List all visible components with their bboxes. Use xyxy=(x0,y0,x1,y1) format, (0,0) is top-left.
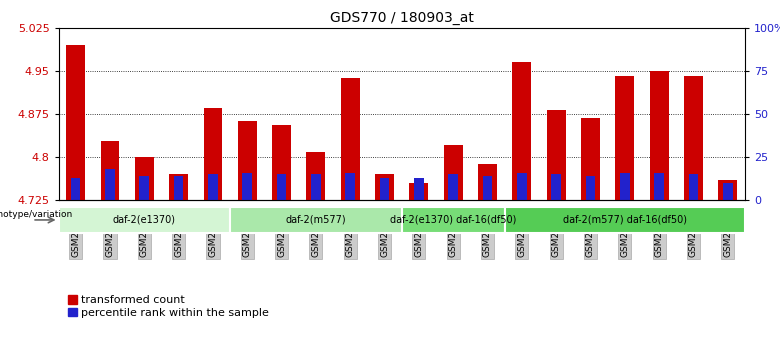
Text: daf-2(m577) daf-16(df50): daf-2(m577) daf-16(df50) xyxy=(563,215,686,225)
Bar xyxy=(654,172,664,200)
Bar xyxy=(444,146,463,200)
Bar xyxy=(478,165,497,200)
Bar xyxy=(238,121,257,200)
Bar xyxy=(243,172,252,200)
Bar xyxy=(547,110,566,200)
Bar xyxy=(512,62,531,200)
Bar xyxy=(307,152,325,200)
Bar xyxy=(448,174,458,200)
Bar xyxy=(581,118,600,200)
Bar xyxy=(204,108,222,200)
Bar xyxy=(208,174,218,200)
Bar xyxy=(650,71,668,200)
Bar xyxy=(414,178,424,200)
Bar xyxy=(277,174,286,200)
Bar xyxy=(410,183,428,200)
Bar xyxy=(272,125,291,200)
Bar xyxy=(620,172,629,200)
Bar xyxy=(101,141,119,200)
Bar xyxy=(483,176,492,200)
Bar xyxy=(586,176,595,200)
Bar xyxy=(311,174,321,200)
Bar xyxy=(135,157,154,200)
Bar xyxy=(140,176,149,200)
Bar xyxy=(375,174,394,200)
Bar xyxy=(66,45,85,200)
Bar xyxy=(684,77,703,200)
Bar xyxy=(174,176,183,200)
Bar xyxy=(346,172,355,200)
Bar xyxy=(551,174,561,200)
Bar xyxy=(105,169,115,200)
Bar xyxy=(505,207,745,233)
Title: GDS770 / 180903_at: GDS770 / 180903_at xyxy=(330,11,473,25)
Bar xyxy=(689,174,698,200)
Bar xyxy=(615,77,634,200)
Legend: transformed count, percentile rank within the sample: transformed count, percentile rank withi… xyxy=(68,295,269,318)
Text: daf-2(m577): daf-2(m577) xyxy=(285,215,346,225)
Text: daf-2(e1370): daf-2(e1370) xyxy=(113,215,176,225)
Bar xyxy=(169,174,188,200)
Bar xyxy=(723,183,732,200)
Text: daf-2(e1370) daf-16(df50): daf-2(e1370) daf-16(df50) xyxy=(390,215,516,225)
Bar xyxy=(230,207,402,233)
Bar xyxy=(341,78,360,200)
Bar xyxy=(58,207,230,233)
Bar xyxy=(71,178,80,200)
Bar xyxy=(402,207,505,233)
Bar xyxy=(718,180,737,200)
Bar xyxy=(380,178,389,200)
Text: genotype/variation: genotype/variation xyxy=(0,210,73,219)
Bar xyxy=(517,172,526,200)
